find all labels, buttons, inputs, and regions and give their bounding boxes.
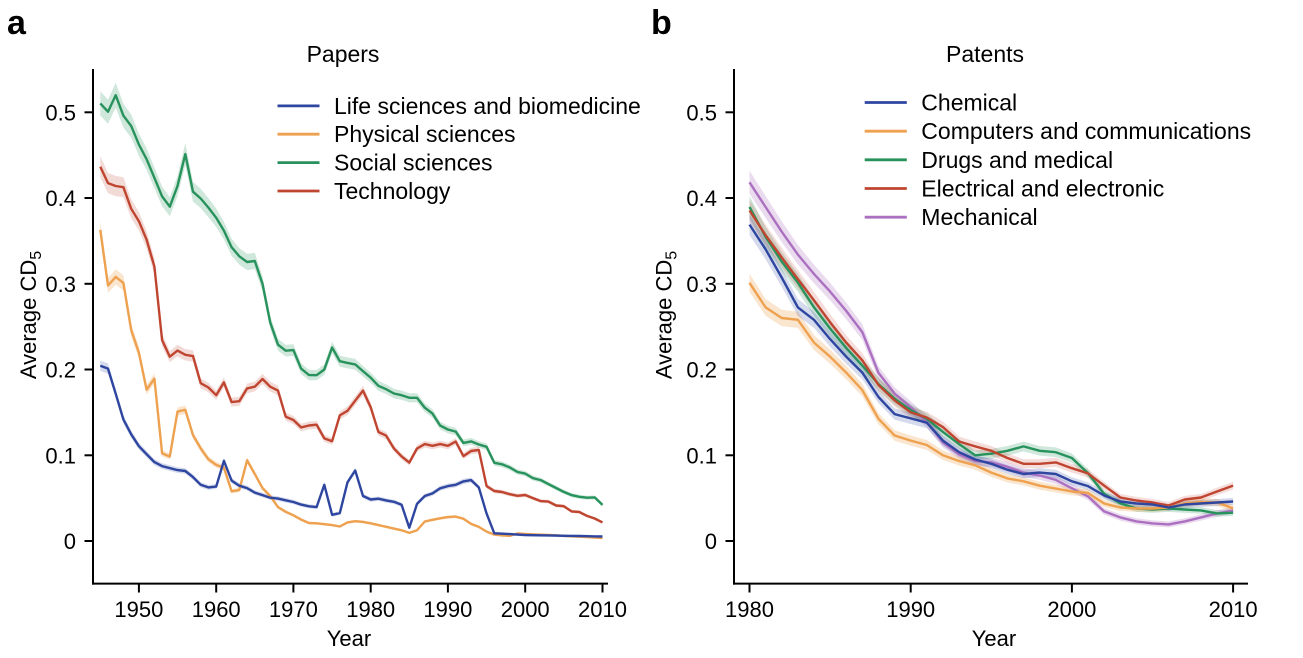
svg-text:Life sciences and biomedicine: Life sciences and biomedicine	[334, 93, 641, 119]
svg-text:Electrical and electronic: Electrical and electronic	[921, 176, 1164, 202]
svg-text:1960: 1960	[192, 597, 241, 622]
svg-text:0.3: 0.3	[45, 272, 76, 297]
svg-text:Average CD5: Average CD5	[652, 251, 681, 379]
svg-text:0.1: 0.1	[686, 443, 717, 468]
svg-text:1980: 1980	[725, 597, 774, 622]
svg-text:0.3: 0.3	[686, 272, 717, 297]
svg-text:0.4: 0.4	[686, 186, 717, 211]
svg-text:2000: 2000	[501, 597, 550, 622]
svg-text:Physical sciences: Physical sciences	[334, 121, 516, 147]
svg-text:Average CD5: Average CD5	[16, 251, 45, 379]
svg-text:1990: 1990	[423, 597, 472, 622]
svg-text:Social sciences: Social sciences	[334, 150, 493, 176]
svg-text:0.2: 0.2	[45, 358, 76, 383]
svg-text:0.2: 0.2	[686, 358, 717, 383]
svg-text:Technology: Technology	[334, 178, 451, 204]
svg-text:0: 0	[705, 529, 717, 554]
svg-text:Mechanical: Mechanical	[921, 204, 1037, 230]
svg-text:2000: 2000	[1047, 597, 1096, 622]
svg-text:0: 0	[64, 529, 76, 554]
svg-text:a: a	[7, 4, 27, 42]
svg-text:0.1: 0.1	[45, 443, 76, 468]
svg-text:2010: 2010	[578, 597, 627, 622]
svg-text:0.4: 0.4	[45, 186, 76, 211]
svg-text:Year: Year	[972, 626, 1016, 651]
svg-text:1950: 1950	[114, 597, 163, 622]
svg-text:b: b	[651, 4, 672, 42]
svg-text:Patents: Patents	[946, 41, 1024, 67]
svg-text:Chemical: Chemical	[921, 90, 1017, 116]
svg-text:2010: 2010	[1209, 597, 1258, 622]
svg-text:0.5: 0.5	[45, 100, 76, 125]
svg-text:1970: 1970	[269, 597, 318, 622]
svg-text:Papers: Papers	[307, 41, 380, 67]
svg-text:Computers and communications: Computers and communications	[921, 118, 1251, 144]
svg-text:0.5: 0.5	[686, 100, 717, 125]
svg-text:1990: 1990	[886, 597, 935, 622]
svg-text:Drugs and medical: Drugs and medical	[921, 147, 1113, 173]
svg-text:1980: 1980	[346, 597, 395, 622]
svg-text:Year: Year	[327, 626, 371, 651]
